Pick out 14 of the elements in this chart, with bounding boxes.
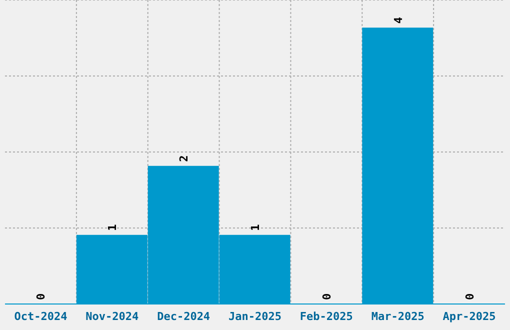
x-tick-label: Dec-2024 — [157, 310, 210, 323]
data-label: 0 — [320, 293, 334, 300]
data-label: 0 — [34, 293, 48, 300]
data-label: 1 — [106, 224, 120, 231]
x-tick-label: Nov-2024 — [86, 310, 140, 323]
x-tick-label: Mar-2025 — [371, 310, 424, 323]
x-tick-label: Feb-2025 — [300, 310, 353, 323]
data-label: 2 — [178, 155, 191, 162]
x-tick-label: Apr-2025 — [442, 310, 496, 323]
data-label: 4 — [392, 16, 405, 24]
x-tick-label: Jan-2025 — [228, 310, 282, 323]
data-label: 0 — [463, 293, 476, 300]
x-tick-label: Oct-2024 — [14, 310, 68, 323]
data-label: 1 — [249, 224, 262, 231]
